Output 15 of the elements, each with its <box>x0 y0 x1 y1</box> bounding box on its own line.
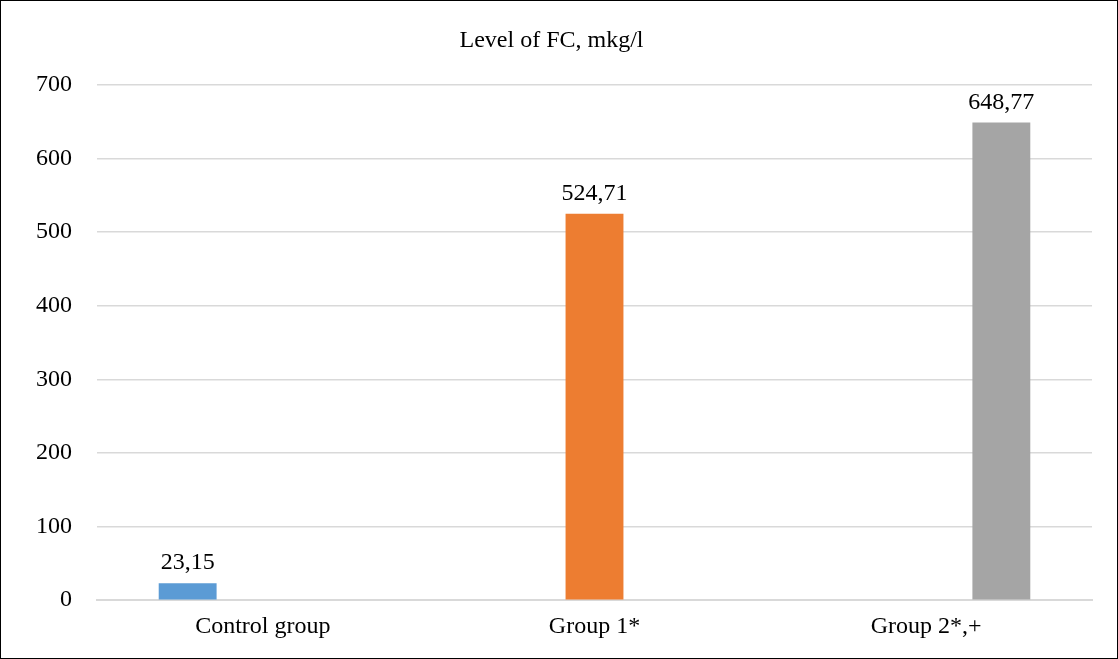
y-tick-label: 600 <box>36 143 72 170</box>
x-tick-label: Group 2*,+ <box>870 611 982 638</box>
data-label: 648,77 <box>968 87 1035 114</box>
y-tick-label: 100 <box>36 511 72 538</box>
data-label: 524,71 <box>561 179 628 206</box>
x-tick-label: Group 1* <box>548 611 641 638</box>
chart-title: Level of FC, mkg/l <box>459 25 644 52</box>
data-label: 23,15 <box>160 548 215 575</box>
y-tick-label: 400 <box>36 290 72 317</box>
y-tick-label: 0 <box>60 585 72 612</box>
y-tick-label: 700 <box>36 70 72 97</box>
y-tick-label: 500 <box>36 217 72 244</box>
y-tick-label: 200 <box>36 438 72 465</box>
x-tick-label: Control group <box>195 611 331 638</box>
y-tick-label: 300 <box>36 364 72 391</box>
